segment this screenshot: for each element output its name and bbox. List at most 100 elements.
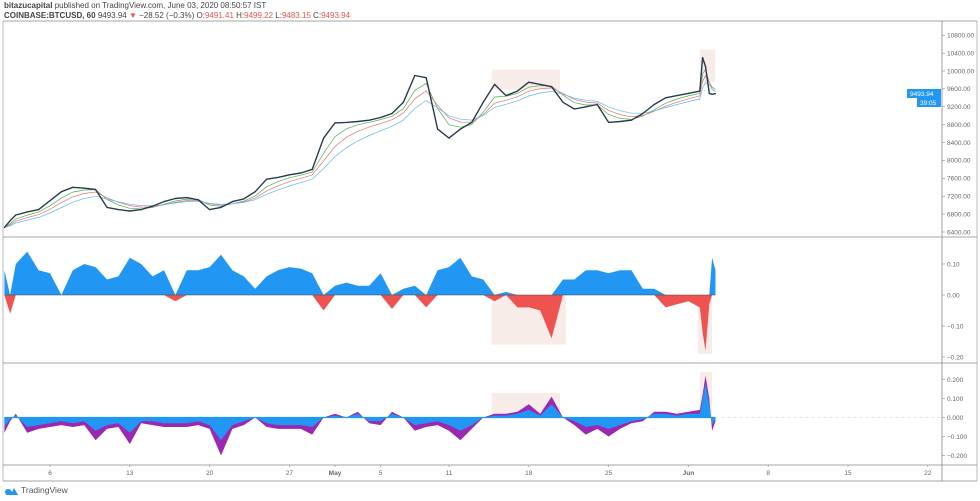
price-point [619,120,621,123]
price-point [687,92,690,94]
axis-tick-label: 8800.00 [947,122,971,129]
price-point [368,119,370,121]
axes: 10800.0010400.0010000.009600.009200.0088… [48,33,974,477]
price-point [516,90,519,92]
oscillator-positive-area [4,251,716,295]
down-triangle-icon: ▼ [128,11,137,20]
price-point [323,137,325,139]
time-tick-label: 27 [286,470,294,477]
publish-info: bitazucapital published on TradingView.c… [4,1,266,11]
price-point [471,121,473,124]
price-point [345,121,347,124]
countdown-box [917,98,941,107]
price-point [26,211,28,213]
price-point [231,200,233,203]
published-text: published on TradingView.com, June 03, 2… [54,1,267,10]
price-point [630,119,633,121]
author-name[interactable]: bitazucapital [4,1,53,10]
time-tick-label: 15 [844,470,852,477]
axis-tick-label: −0.20 [947,354,964,361]
tradingview-logo[interactable]: TradingView [4,485,68,495]
price-point [220,206,222,208]
axis-tick-label: 10000.00 [947,68,974,75]
chart-frame [2,20,978,482]
price-point [704,65,707,68]
brand-name: TradingView [21,485,68,495]
bar-countdown: 39:05 [920,100,937,107]
last-price-box [907,89,941,98]
price-point [702,56,704,59]
price-point [437,128,439,130]
ma-mid-line [4,74,716,228]
time-tick-label: 5 [379,470,383,477]
axis-tick-label: 6800.00 [947,211,971,218]
time-tick-label: 8 [766,470,770,477]
ma-slow-line [4,81,716,228]
axis-tick-label: −0.200 [947,453,967,460]
price-point [311,168,313,170]
price-point [152,205,154,207]
open-value: 9491.41 [204,11,234,20]
price-point [539,83,541,86]
price-point [505,94,507,97]
price-point [642,112,644,115]
price-point [528,81,530,83]
time-tick-label: 25 [605,470,613,477]
axis-tick-label: −0.10 [947,323,964,330]
price-point [117,209,119,211]
axis-tick-label: 6400.00 [947,229,971,236]
price-point [711,93,713,95]
price-point [562,101,564,103]
time-tick-label: May [329,470,342,477]
price-point [448,137,450,139]
price-point [425,77,427,79]
price-point [140,209,142,211]
time-tick-label: 18 [525,470,533,477]
price-point [83,187,85,189]
price-point [414,74,416,77]
high-label: H: [236,11,245,20]
price-point [665,97,667,99]
axis-tick-label: 9600.00 [947,86,971,93]
open-label: O: [196,11,205,20]
price-point [459,128,461,130]
price-point [653,103,655,106]
price-point [49,200,51,202]
price-point [95,188,97,191]
price-point [174,197,176,200]
symbol-legend: COINBASE:BTCUSD, 60 9493.94 ▼ −28.52 (−0… [4,11,350,21]
price-point [585,106,587,108]
price-point [38,209,40,211]
price-point [357,120,359,123]
price-point [197,199,199,201]
price-change: −28.52 (−0.3%) [139,11,195,20]
cloud-logo-icon [5,487,18,495]
price-point [573,108,576,110]
price-point [334,122,336,124]
axis-tick-label: 0.000 [947,415,964,422]
ma-fast-line [4,68,716,228]
close-value: 9493.94 [321,11,351,20]
price-point [676,94,678,97]
axis-tick-label: 0.10 [947,261,960,268]
axis-tick-label: 8400.00 [947,140,971,147]
price-point [708,92,710,94]
close-label: C: [313,11,322,20]
price-point [699,90,701,92]
highlight-zone [699,49,715,83]
time-tick-label: 22 [924,470,932,477]
price-point [402,101,404,103]
price-point [596,103,598,106]
axis-tick-label: 10800.00 [947,33,974,40]
price-point [254,191,256,193]
series-layer [3,56,942,456]
axis-tick-label: −0.100 [947,434,967,441]
price-point [277,176,279,179]
axis-tick-label: 9200.00 [947,104,971,111]
axis-tick-label: 10400.00 [947,50,974,57]
last-price-label: 9493.94 [910,91,934,98]
price-point [163,200,165,203]
oscillator-negative-area [4,295,716,351]
price-point [129,210,131,212]
